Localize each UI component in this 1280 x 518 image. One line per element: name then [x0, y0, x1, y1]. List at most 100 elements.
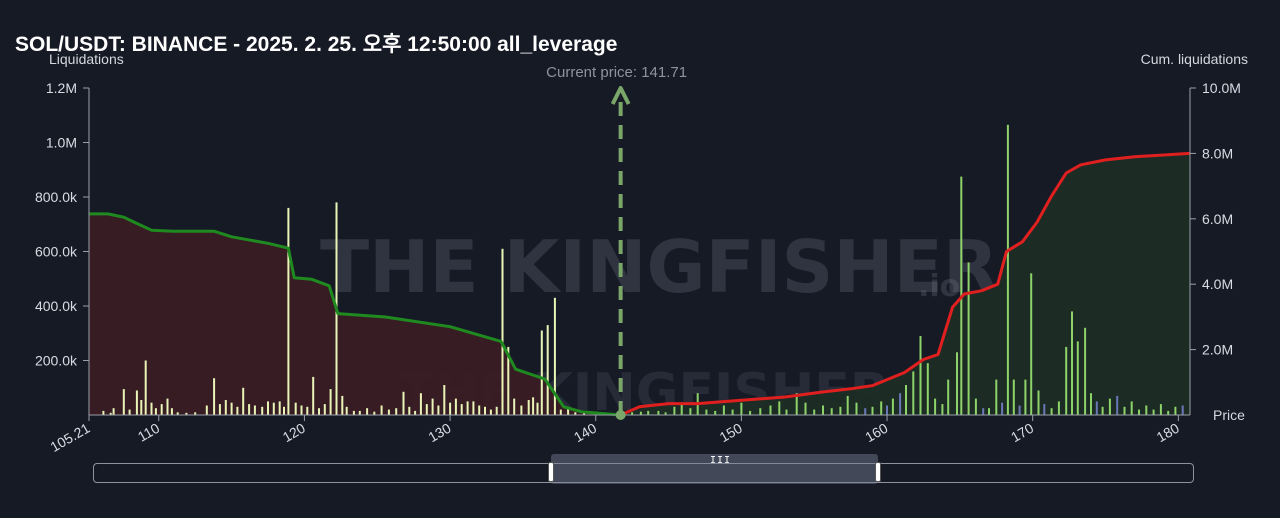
range-handle-left[interactable]	[548, 462, 554, 482]
liquidation-bar	[318, 408, 320, 415]
range-scrollbar-window[interactable]	[551, 454, 878, 484]
liquidation-bar	[472, 401, 475, 415]
liquidation-bar	[540, 330, 543, 415]
liquidation-bar	[804, 402, 807, 415]
liquidation-bar	[546, 325, 549, 415]
liquidation-bar	[740, 402, 743, 415]
liquidation-bar	[1145, 405, 1148, 415]
current-price-marker: Current price: 141.71	[546, 64, 687, 420]
liquidation-bar	[941, 404, 944, 415]
liquidation-bar	[501, 248, 504, 415]
liquidation-bar	[513, 398, 516, 415]
liquidation-bar	[329, 389, 332, 415]
liquidation-bar	[722, 405, 725, 415]
liquidation-bar	[905, 385, 907, 415]
liquidation-bar	[532, 397, 535, 415]
liquidation-bar	[466, 401, 469, 415]
long-cum-area	[620, 153, 1190, 415]
liquidation-bar	[731, 409, 734, 415]
current-price-label: Current price: 141.71	[546, 64, 687, 81]
current-price-dot	[615, 410, 626, 420]
x-tick-label: 150	[717, 420, 745, 446]
liquidation-bar	[176, 412, 179, 415]
right-tick-label: 4.0M	[1202, 276, 1233, 292]
liquidation-bar	[373, 411, 376, 415]
x-tick-label: 180	[1154, 420, 1182, 446]
liquidation-bar	[345, 406, 348, 415]
liquidation-bar	[414, 410, 417, 415]
liquidation-bar	[1174, 406, 1177, 415]
liquidation-bar	[261, 406, 264, 415]
liquidation-bar	[267, 401, 269, 415]
liquidation-bar	[387, 409, 390, 415]
left-tick-label: 400.0k	[35, 298, 78, 314]
short-cum-area	[89, 213, 621, 415]
liquidation-bar	[631, 412, 634, 415]
liquidation-bar	[185, 412, 188, 415]
watermark-suffix: .io	[918, 269, 960, 304]
liquidation-bar	[956, 352, 958, 415]
liquidation-bar	[559, 409, 562, 415]
x-tick-label: 105.21	[47, 420, 92, 455]
liquidation-bar	[402, 391, 405, 415]
liquidation-bar	[899, 393, 902, 415]
liquidation-bar	[112, 408, 115, 415]
left-tick-label: 800.0k	[35, 189, 78, 205]
range-scrollbar-track[interactable]	[93, 463, 1194, 483]
liquidation-bar	[759, 408, 762, 415]
liquidation-bar	[1123, 406, 1126, 415]
liquidation-bar	[395, 408, 398, 415]
liquidation-bar	[425, 404, 428, 415]
liquidation-bar	[194, 412, 197, 415]
liquidation-bar	[478, 405, 481, 415]
right-tick-label: 10.0M	[1202, 80, 1241, 96]
liquidation-bar	[1001, 402, 1004, 415]
liquidation-bar	[437, 405, 440, 415]
liquidation-bar	[988, 408, 990, 415]
liquidation-bar	[839, 406, 842, 415]
liquidation-bar	[1101, 406, 1104, 415]
liquidation-bar	[460, 404, 463, 415]
liquidation-bar	[846, 395, 849, 415]
liquidation-bar	[294, 402, 297, 415]
liquidation-bar	[454, 398, 457, 415]
liquidation-bar	[166, 398, 169, 415]
cumulative-lines	[89, 151, 1191, 417]
range-handle-right[interactable]	[875, 462, 881, 482]
liquidation-bar	[213, 378, 216, 415]
liquidation-bar	[664, 412, 667, 415]
liquidation-bar	[919, 336, 922, 415]
liquidation-bar	[484, 406, 486, 415]
liquidation-bar	[1037, 390, 1040, 415]
liquidation-bar	[912, 371, 915, 415]
watermark-text: THE KINGFISHER	[320, 225, 998, 309]
liquidation-bar	[1057, 401, 1060, 415]
liquidation-bar	[1071, 311, 1073, 415]
liquidation-bar	[380, 405, 383, 415]
liquidation-bar	[1181, 405, 1184, 415]
liquidation-bar	[443, 385, 446, 415]
liquidation-bar	[1076, 341, 1079, 415]
liquidation-bar	[822, 405, 824, 415]
liquidation-bar	[886, 405, 888, 415]
liquidation-bar	[1006, 124, 1009, 416]
liquidation-bar	[366, 408, 369, 415]
liquidation-bar	[128, 409, 131, 415]
liquidation-bar	[1152, 409, 1155, 415]
liquidation-bar	[714, 410, 717, 415]
x-axis-title: Price	[1213, 407, 1245, 423]
range-grip-icon[interactable]: III	[710, 455, 732, 466]
right-tick-label: 2.0M	[1202, 342, 1233, 358]
liquidation-bar	[109, 412, 112, 415]
liquidation-bar	[785, 409, 788, 415]
liquidation-bar	[160, 404, 163, 415]
left-tick-label: 600.0k	[35, 244, 78, 260]
liquidation-bar	[647, 410, 650, 415]
liquidation-bar	[527, 400, 530, 415]
liquidation-bar	[830, 408, 833, 415]
x-tick-label: 170	[1008, 420, 1036, 446]
liquidation-bar	[135, 390, 138, 415]
liquidation-bar	[995, 379, 998, 415]
liquidation-bar	[567, 406, 570, 415]
